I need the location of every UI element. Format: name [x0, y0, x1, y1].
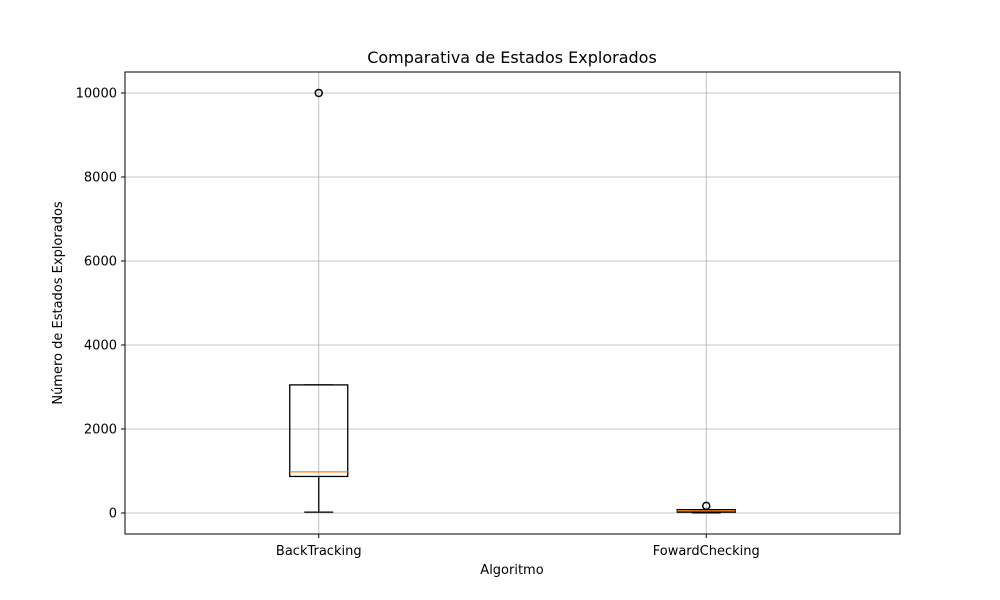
- y-tick-label: 6000: [84, 255, 117, 270]
- x-axis-label: Algoritmo: [480, 563, 543, 578]
- x-tick-label: FowardChecking: [653, 544, 760, 559]
- y-tick-label: 0: [109, 507, 117, 522]
- box-fowardchecking: [676, 501, 736, 514]
- boxes: [289, 88, 736, 514]
- axis-ticks: 0 2000 4000 6000 8000 10000 BackTracking Foward…: [76, 87, 760, 560]
- y-tick-label: 8000: [84, 171, 117, 186]
- y-axis-label: Número de Estados Explorados: [51, 201, 66, 405]
- grid-lines: [125, 72, 900, 534]
- outlier-point: [702, 501, 711, 511]
- chart-title: Comparativa de Estados Explorados: [367, 48, 657, 67]
- y-tick-label: 2000: [84, 423, 117, 438]
- y-tick-label: 10000: [76, 87, 117, 102]
- outlier-point: [314, 88, 323, 98]
- y-tick-label: 4000: [84, 339, 117, 354]
- iqr-box: [289, 384, 349, 478]
- x-tick-label: BackTracking: [276, 544, 362, 559]
- plot-frame: [124, 71, 901, 535]
- box-backtracking: [289, 88, 349, 513]
